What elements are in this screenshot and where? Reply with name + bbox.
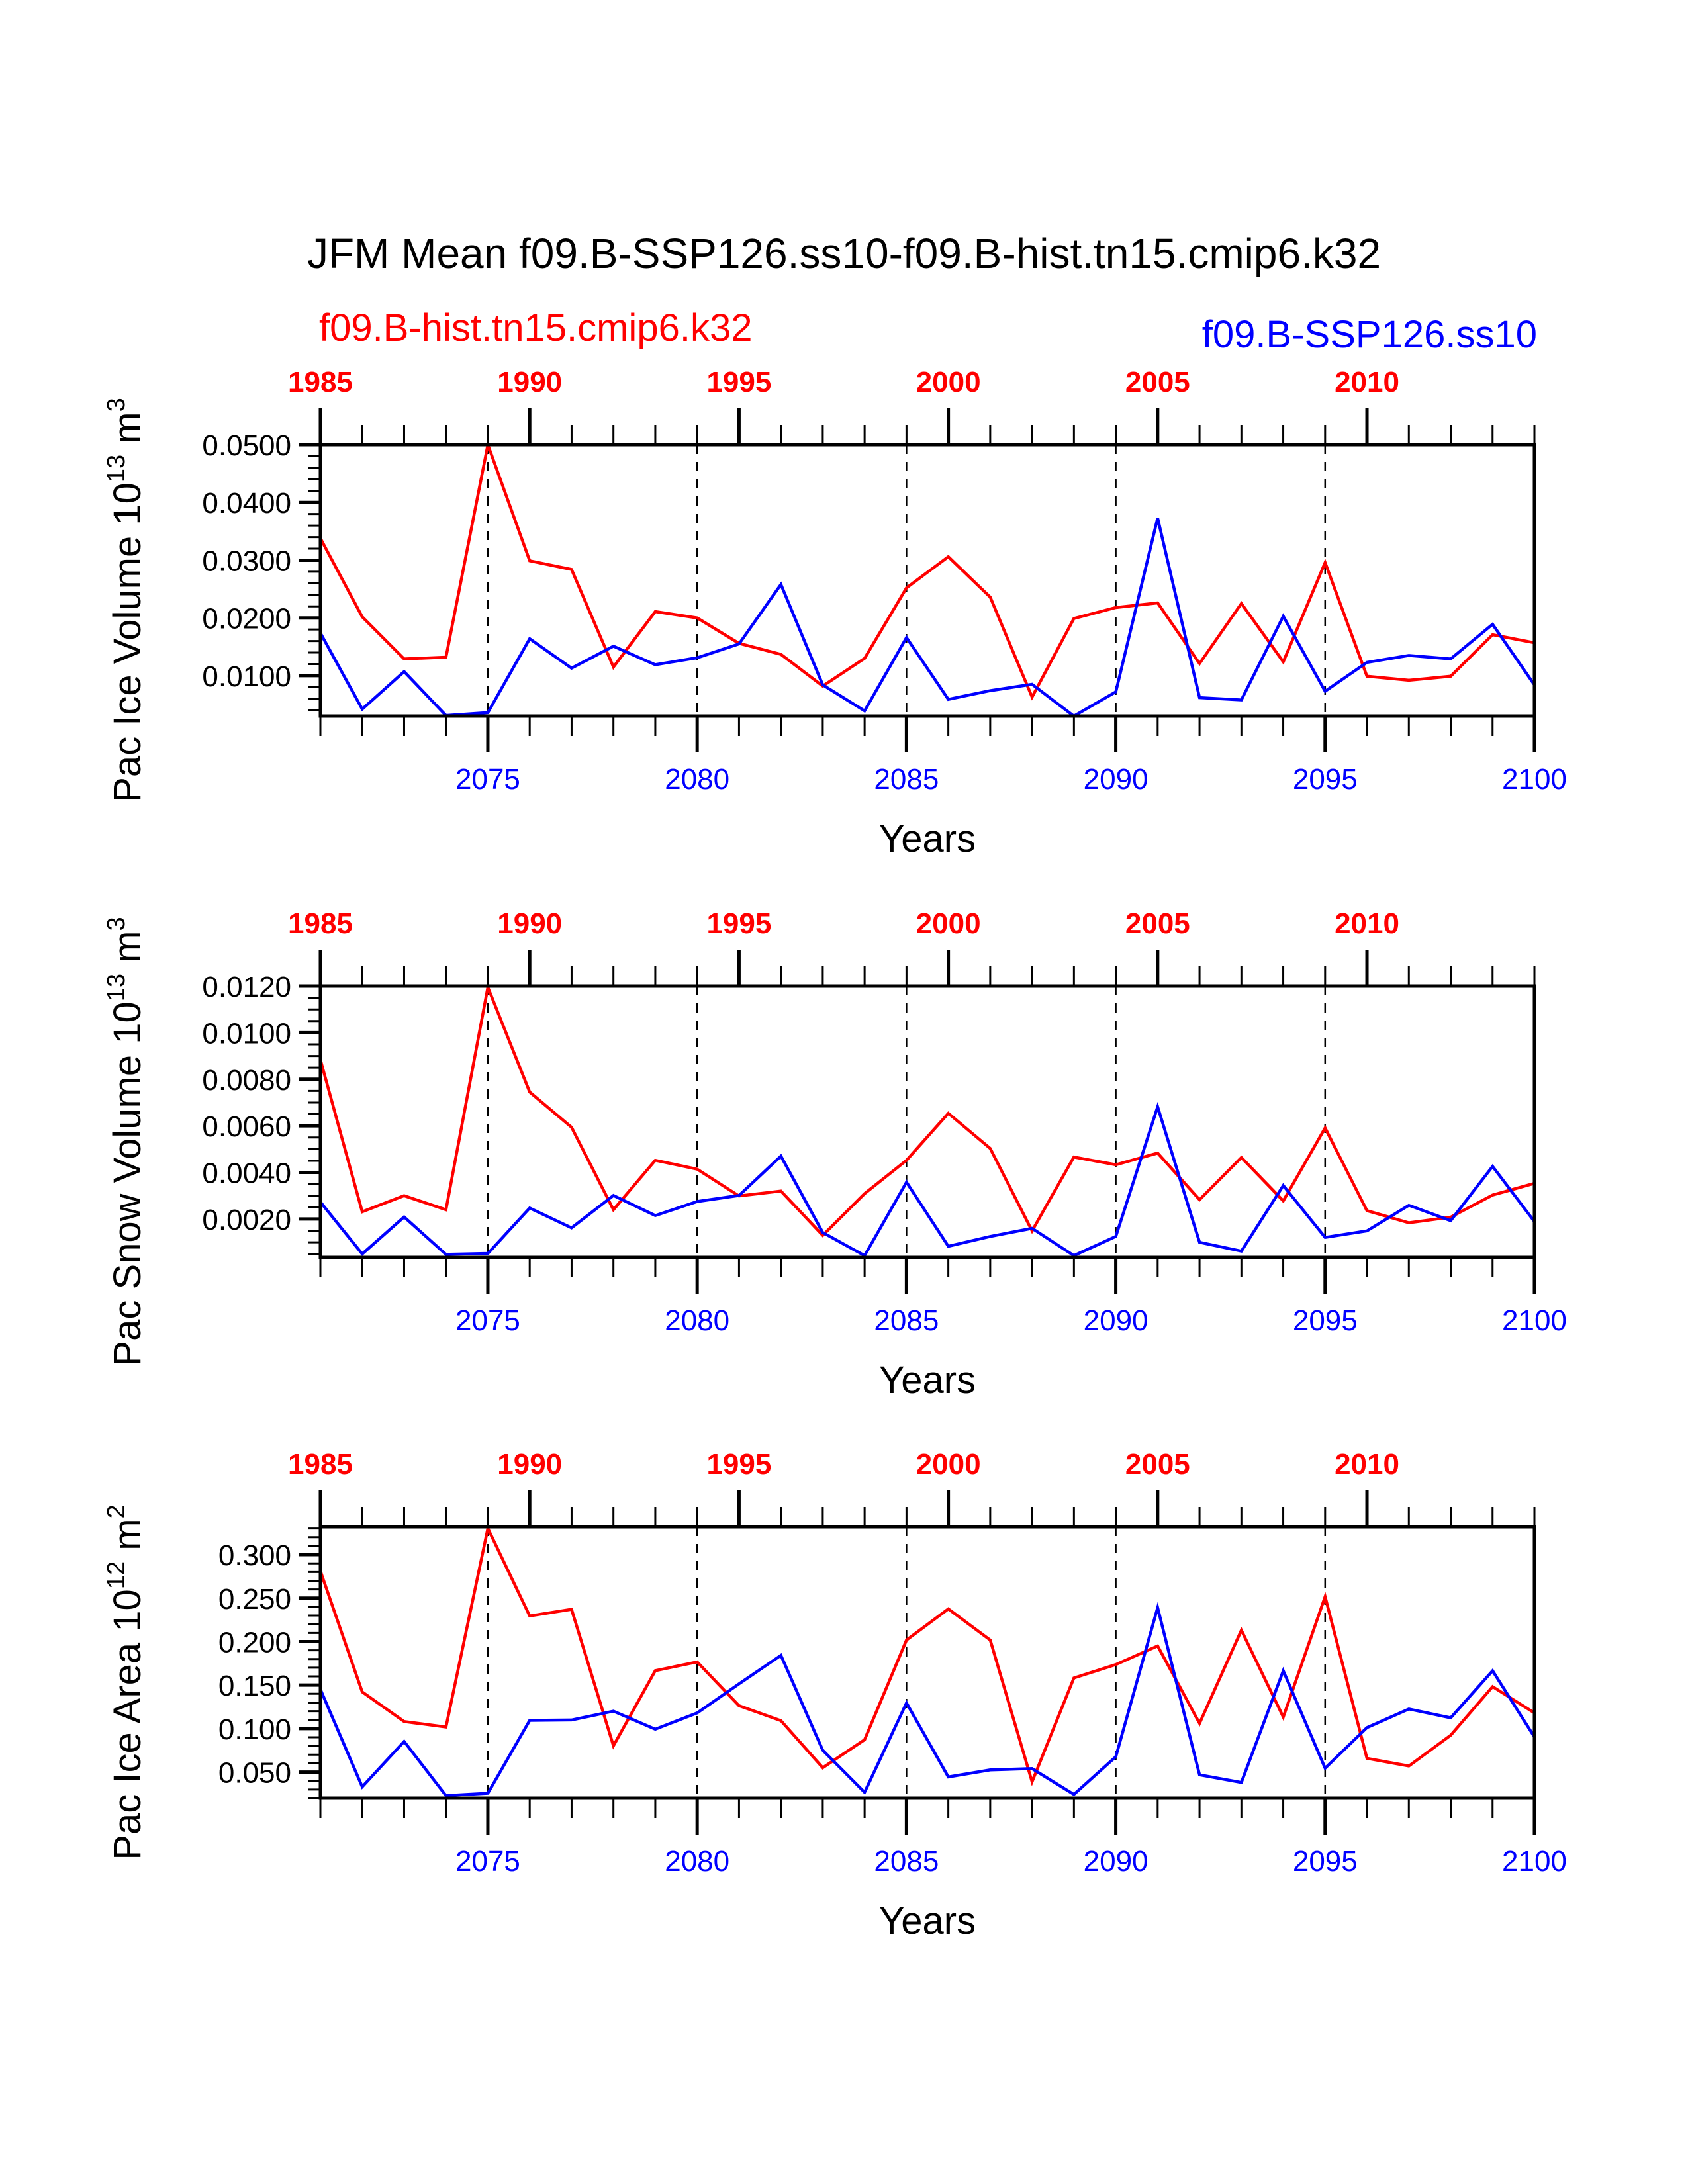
- plot-frame: [318, 984, 1536, 1259]
- x-top-tick-label: 1985: [288, 907, 353, 940]
- y-tick-label: 0.150: [218, 1670, 291, 1702]
- x-bottom-tick-label: 2095: [1293, 1304, 1358, 1337]
- series-line-ssp: [319, 518, 1536, 718]
- x-bottom-tick-label: 2080: [665, 763, 729, 796]
- y-tick-label: 0.100: [218, 1713, 291, 1746]
- x-top-tick-label: 2005: [1125, 366, 1190, 398]
- x-bottom-tick-label: 2090: [1084, 763, 1149, 796]
- panel-3: 0.050 0.100 0.150 0.200 0.250 0.300 2075 2080 20…: [103, 1448, 1567, 1942]
- x-axis-label: Years: [879, 1899, 976, 1942]
- x-top-tick-label: 2005: [1125, 907, 1190, 940]
- series-line-ssp: [318, 1602, 1536, 1797]
- y-tick-label: 0.0100: [202, 660, 291, 693]
- x-bottom-tick-label: 2100: [1502, 1304, 1567, 1337]
- chart-title: JFM Mean f09.B-SSP126.ss10-f09.B-hist.tn…: [307, 230, 1381, 277]
- x-bottom-tick-label: 2090: [1084, 1845, 1149, 1878]
- x-top-tick-label: 2005: [1125, 1448, 1190, 1480]
- x-bottom-tick-label: 2085: [874, 1304, 939, 1337]
- x-axis-label: Years: [879, 817, 976, 860]
- x-axis-label: Years: [879, 1359, 976, 1402]
- y-tick-label: 0.0300: [202, 545, 291, 577]
- x-top-tick-label: 1995: [706, 1448, 771, 1480]
- panel-1: 0.0100 0.0200 0.0300 0.0400 0.0500 2075 2080 20…: [103, 366, 1567, 860]
- x-top-tick-label: 2010: [1335, 366, 1399, 398]
- panel-2: 0.0020 0.0040 0.0060 0.0080 0.0100 0.0120 2075…: [103, 907, 1567, 1402]
- x-top-tick-label: 1995: [706, 366, 771, 398]
- x-top-tick-label: 2010: [1335, 1448, 1399, 1480]
- x-top-tick-label: 1990: [497, 366, 562, 398]
- x-bottom-tick-label: 2085: [874, 1845, 939, 1878]
- y-tick-label: 0.0100: [202, 1017, 291, 1050]
- x-top-tick-label: 2010: [1335, 907, 1399, 940]
- y-axis-label: Pac Snow Volume 1013 m3: [103, 917, 149, 1366]
- y-tick-label: 0.0020: [202, 1204, 291, 1236]
- y-tick-label: 0.0500: [202, 430, 291, 462]
- plot-frame: [318, 1525, 1536, 1800]
- y-tick-label: 0.200: [218, 1626, 291, 1659]
- x-bottom-tick-label: 2095: [1293, 1845, 1358, 1878]
- y-tick-label: 0.0400: [202, 487, 291, 520]
- x-bottom-tick-label: 2100: [1502, 1845, 1567, 1878]
- x-top-tick-label: 1995: [706, 907, 771, 940]
- x-bottom-tick-label: 2080: [665, 1304, 729, 1337]
- y-tick-label: 0.250: [218, 1583, 291, 1615]
- plot-frame: [318, 443, 1536, 718]
- x-bottom-tick-label: 2080: [665, 1845, 729, 1878]
- x-top-tick-label: 1990: [497, 907, 562, 940]
- y-axis-label: Pac Ice Volume 1013 m3: [103, 398, 149, 803]
- series-line-hist: [318, 1524, 1536, 1787]
- y-tick-label: 0.300: [218, 1539, 291, 1572]
- x-top-tick-label: 1985: [288, 366, 353, 398]
- y-axis-label: Pac Ice Area 1012 m2: [103, 1504, 149, 1860]
- y-tick-label: 0.050: [218, 1757, 291, 1790]
- y-tick-label: 0.0200: [202, 603, 291, 635]
- x-top-tick-label: 1990: [497, 1448, 562, 1480]
- x-top-tick-label: 2000: [916, 1448, 981, 1480]
- x-bottom-tick-label: 2100: [1502, 763, 1567, 796]
- y-tick-label: 0.0060: [202, 1111, 291, 1143]
- x-top-tick-label: 2000: [916, 366, 981, 398]
- legend-ssp: f09.B-SSP126.ss10: [1202, 313, 1537, 356]
- x-bottom-tick-label: 2085: [874, 763, 939, 796]
- y-tick-label: 0.0040: [202, 1158, 291, 1190]
- series-line-hist: [318, 981, 1535, 1238]
- x-top-tick-label: 2000: [916, 907, 981, 940]
- x-bottom-tick-label: 2075: [455, 763, 520, 796]
- x-bottom-tick-label: 2090: [1084, 1304, 1149, 1337]
- x-bottom-tick-label: 2075: [455, 1304, 520, 1337]
- y-tick-label: 0.0120: [202, 971, 291, 1003]
- series-line-hist: [319, 439, 1535, 701]
- x-top-tick-label: 1985: [288, 1448, 353, 1480]
- legend-hist: f09.B-hist.tn15.cmip6.k32: [319, 306, 752, 349]
- series-line-ssp: [319, 1101, 1536, 1258]
- x-bottom-tick-label: 2075: [455, 1845, 520, 1878]
- x-bottom-tick-label: 2095: [1293, 763, 1358, 796]
- y-tick-label: 0.0080: [202, 1064, 291, 1097]
